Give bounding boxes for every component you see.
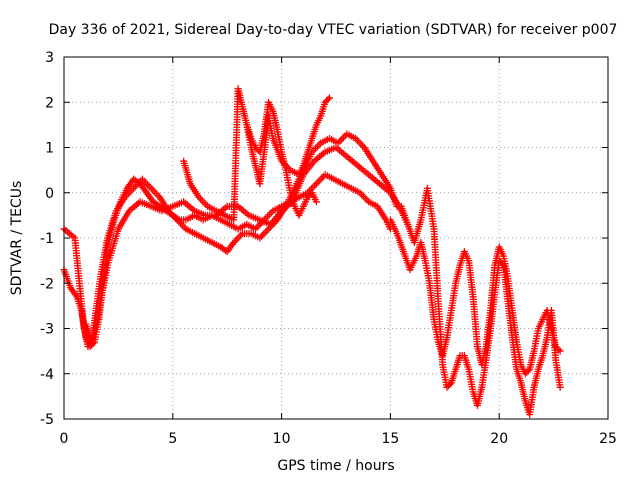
- y-tick-label: 0: [45, 186, 54, 202]
- x-tick-label: 0: [60, 431, 69, 447]
- axis-ticks: 0 5 10 15 20 25 -5 -4 -3 -2 -1 0 1 2 3: [40, 50, 617, 447]
- y-tick-label: 1: [45, 141, 54, 157]
- data-point: [324, 95, 332, 103]
- y-tick-label: -3: [40, 322, 54, 338]
- y-tick-label: -4: [40, 367, 54, 383]
- x-tick-label: 5: [168, 431, 177, 447]
- x-tick-label: 20: [490, 431, 508, 447]
- y-tick-label: -5: [40, 412, 54, 428]
- y-tick-label: 2: [45, 95, 54, 111]
- x-tick-label: 25: [599, 431, 617, 447]
- data-point: [312, 198, 320, 206]
- x-tick-label: 10: [273, 431, 291, 447]
- series-track-c: [82, 144, 412, 346]
- series-track-g: [397, 184, 564, 418]
- x-tick-label: 15: [381, 431, 399, 447]
- data-point: [556, 383, 564, 391]
- y-tick-label: -2: [40, 276, 54, 292]
- data-point: [498, 260, 506, 268]
- data-point: [524, 367, 532, 375]
- data-point: [446, 380, 454, 388]
- x-axis-label: GPS time / hours: [277, 458, 394, 474]
- y-axis-label: SDTVAR / TECUs: [9, 181, 25, 296]
- y-tick-label: 3: [45, 50, 54, 66]
- data-series: [60, 85, 564, 418]
- series-track-d: [180, 85, 333, 224]
- grid-lines: [64, 57, 608, 419]
- chart-title: Day 336 of 2021, Sidereal Day-to-day VTE…: [49, 22, 618, 38]
- data-point: [556, 347, 564, 355]
- series-track-e: [243, 98, 320, 219]
- y-tick-label: -1: [40, 231, 54, 247]
- data-point: [325, 94, 333, 102]
